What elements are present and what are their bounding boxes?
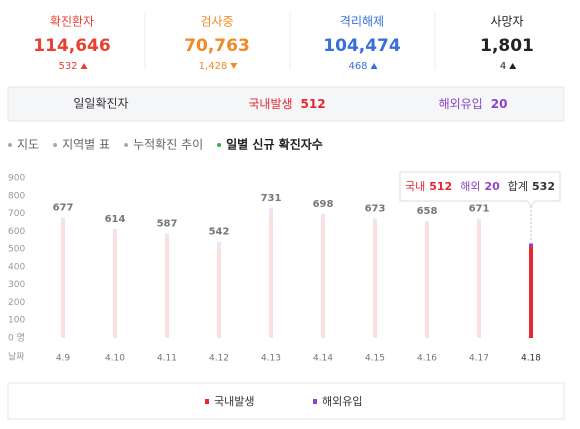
change-arrow	[370, 63, 378, 69]
nav-item[interactable]: 지도	[17, 138, 39, 152]
y-tick-label: 100	[8, 316, 25, 326]
stat-value: 114,646	[33, 36, 110, 56]
total-label: 658	[417, 206, 438, 217]
bar-segment	[373, 218, 377, 222]
bar-segment	[321, 213, 325, 221]
bar-segment	[113, 233, 117, 338]
bar-segment	[477, 218, 481, 225]
tooltip-text: 국내 512 해외 20 합계 532	[405, 179, 555, 193]
stat-change: 4	[500, 61, 506, 72]
tab-value: 512	[301, 97, 326, 111]
y-tick-label: 200	[8, 298, 25, 308]
total-label: 698	[313, 199, 334, 210]
tab-label: 해외유입	[439, 97, 483, 111]
total-label: 671	[469, 204, 490, 215]
y-tick-label: 500	[8, 245, 25, 255]
stat-value: 70,763	[184, 36, 250, 56]
bar-segment	[425, 221, 429, 224]
bar-segment	[61, 223, 65, 338]
x-tick-label: 4.16	[417, 354, 437, 364]
total-label: 542	[209, 227, 230, 238]
tooltip-value: 532	[532, 180, 555, 193]
y-tick-label: 800	[8, 191, 25, 201]
stat-label: 격리해제	[340, 15, 384, 29]
x-tick-label: 4.15	[365, 354, 385, 364]
tooltip-label: 합계	[508, 180, 528, 193]
bar-segment	[373, 221, 377, 338]
y-tick-label: 600	[8, 227, 25, 237]
tab-bar	[7, 86, 565, 122]
nav-dot	[53, 143, 58, 147]
nav-item[interactable]: 지역별 표	[62, 138, 110, 152]
bar-segment	[113, 228, 117, 234]
legend-box	[7, 382, 565, 420]
x-tick-label: 4.10	[105, 354, 125, 364]
bar-segment	[165, 233, 169, 238]
bar-segment	[217, 245, 221, 338]
x-tick-label: 4.18	[521, 354, 541, 364]
x-tick-label: 4.11	[157, 354, 177, 364]
total-label: 587	[157, 219, 178, 230]
stat-change: 468	[348, 61, 367, 72]
bar-segment	[425, 223, 429, 338]
change-arrow	[230, 63, 238, 69]
x-axis-label: 날짜	[8, 352, 25, 363]
bar-segment	[321, 220, 325, 338]
nav-dot	[8, 143, 12, 147]
legend-swatch	[313, 399, 317, 404]
x-tick-label: 4.12	[209, 354, 229, 364]
stat-change: 1,428	[199, 61, 228, 72]
nav-item[interactable]: 누적확진 추이	[133, 138, 203, 152]
nav-item[interactable]: 일별 신규 확진자수	[226, 137, 323, 152]
bar-segment	[217, 241, 221, 246]
nav-dot	[124, 143, 129, 147]
stat-label: 사망자	[490, 15, 523, 29]
tooltip-value: 20	[484, 180, 500, 193]
tab-label: 국내발생	[248, 97, 292, 111]
y-tick-label: 700	[8, 209, 25, 219]
change-arrow	[80, 63, 88, 69]
nav-dot	[217, 143, 222, 147]
y-tick-label: 300	[8, 280, 25, 290]
stat-label: 검사중	[200, 15, 233, 29]
tab-overseas[interactable]: 해외유입 20	[439, 97, 508, 111]
bar-segment	[165, 237, 169, 338]
bar-segment	[477, 224, 481, 338]
tab-domestic[interactable]: 국내발생 512	[248, 97, 325, 111]
tooltip-box	[399, 171, 561, 207]
stat-label: 확진환자	[50, 15, 94, 29]
stat-value: 104,474	[323, 36, 401, 56]
total-label: 614	[105, 214, 126, 225]
x-tick-label: 4.9	[56, 354, 71, 364]
total-label: 731	[261, 193, 282, 204]
change-arrow	[509, 63, 517, 69]
stat-change: 532	[58, 61, 77, 72]
tooltip-label: 해외	[460, 179, 480, 193]
y-tick-label: 0 명	[8, 333, 25, 344]
legend-label[interactable]: 국내발생	[214, 395, 254, 408]
legend-swatch	[205, 399, 209, 404]
bar-segment	[269, 213, 273, 338]
y-tick-label: 900	[8, 174, 25, 184]
stat-value: 1,801	[480, 36, 534, 56]
bar-segment	[269, 208, 273, 214]
bar-segment	[529, 246, 533, 338]
tab-title[interactable]: 일일확진자	[73, 97, 128, 111]
bar-segment	[61, 217, 65, 224]
legend-label[interactable]: 해외유입	[322, 394, 362, 408]
tooltip-label: 국내	[405, 180, 425, 193]
total-label: 673	[365, 203, 386, 214]
x-tick-label: 4.13	[261, 354, 281, 364]
x-tick-label: 4.14	[313, 354, 333, 364]
y-tick-label: 400	[8, 262, 25, 272]
tab-value: 20	[491, 97, 508, 111]
bar-segment	[529, 243, 533, 247]
tooltip-value: 512	[429, 180, 452, 193]
total-label: 677	[53, 203, 74, 214]
x-tick-label: 4.17	[469, 354, 489, 364]
